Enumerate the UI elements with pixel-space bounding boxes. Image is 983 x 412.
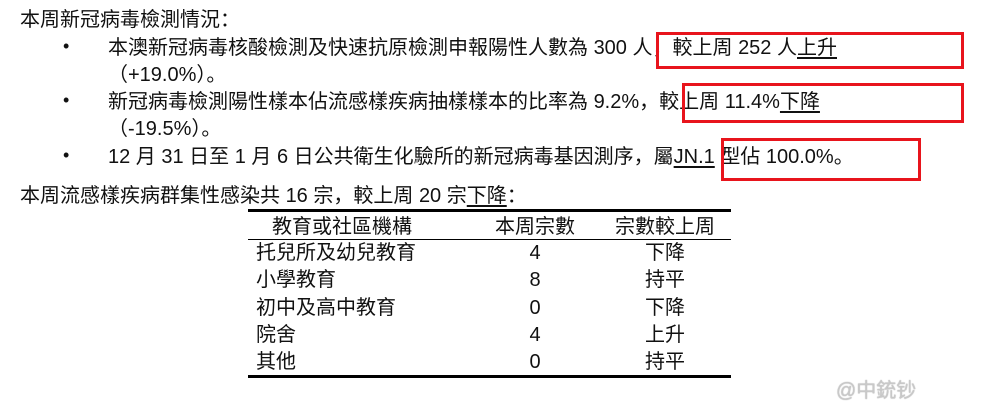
value: 11.4%: [724, 91, 780, 113]
text: （+19.0%）。: [108, 64, 227, 86]
text: 本澳新冠病毒核酸檢測及快速抗原檢測申報陽性人數為: [108, 37, 594, 59]
cell: 下降: [645, 297, 685, 319]
cell: 小學教育: [256, 269, 336, 291]
cell: 4: [529, 242, 541, 264]
cell: 0: [529, 351, 541, 373]
value: 9.2%: [593, 91, 640, 113]
text: ：: [506, 185, 527, 207]
column-header: 宗數較上周: [615, 216, 715, 238]
text: 宗，較上周: [307, 185, 419, 207]
cell: 下降: [645, 242, 685, 264]
variant: JN.1: [673, 146, 715, 168]
text: 宗: [441, 185, 467, 207]
text: 12 月 31 日至 1 月 6 日公共衛生化驗所的新冠病毒基因測序，屬: [108, 146, 674, 168]
cell: 上升: [645, 324, 685, 346]
value: 16: [285, 185, 308, 207]
cell: 持平: [645, 269, 685, 291]
highlight-box: [682, 83, 964, 123]
trend: 上升: [797, 37, 837, 59]
bullet-icon: •: [63, 90, 70, 110]
text: ，較上周: [639, 91, 725, 113]
cell: 初中及高中教育: [256, 297, 396, 319]
flu-cluster-line: 本周流感樣疾病群集性感染共 16 宗，較上周 20 宗下降：: [20, 184, 527, 208]
cell: 0: [529, 297, 541, 319]
cell: 8: [529, 269, 541, 291]
text: 本周流感樣疾病群集性感染共: [20, 185, 286, 207]
table-bottom-border: [248, 375, 731, 378]
value: 300: [593, 37, 627, 59]
covid-heading: 本周新冠病毒檢測情況：: [20, 9, 240, 31]
bullet-icon: •: [63, 145, 70, 165]
value: 252: [738, 37, 772, 59]
table-top-border: [248, 209, 731, 212]
text: 型佔 100.0%。: [714, 146, 854, 168]
highlight-box: [656, 32, 964, 69]
trend: 下降: [779, 91, 820, 113]
text: 人: [771, 37, 797, 59]
cell: 其他: [256, 351, 296, 373]
trend: 下降: [466, 185, 507, 207]
text: 新冠病毒檢測陽性樣本佔流感樣疾病抽樣樣本的比率為: [108, 91, 594, 113]
cell: 4: [529, 324, 541, 346]
cell: 持平: [645, 351, 685, 373]
text: （-19.5%）。: [108, 118, 222, 140]
cell: 托兒所及幼兒教育: [256, 242, 416, 264]
column-header: 本周宗數: [495, 216, 575, 238]
column-header: 教育或社區機構: [272, 216, 412, 238]
highlight-box: [721, 138, 921, 181]
cell: 院舍: [256, 324, 296, 346]
header-rule: [248, 239, 731, 240]
value: 20: [418, 185, 442, 207]
watermark: @中銃钞: [836, 380, 917, 402]
bullet-icon: •: [63, 36, 70, 56]
